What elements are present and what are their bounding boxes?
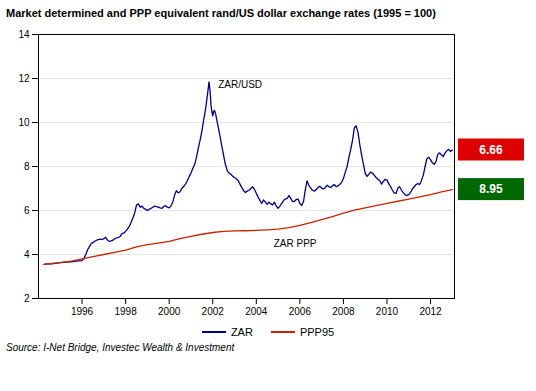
html-text:Market determined and PPP equi: Market determined and PPP equivalent ran… — [6, 7, 436, 19]
svg-text:2004: 2004 — [245, 306, 268, 317]
html-text:Source: I-Net Bridge, Investec: Source: I-Net Bridge, Investec Wealth & … — [6, 342, 235, 353]
svg-text:14: 14 — [18, 29, 30, 40]
svg-text:2010: 2010 — [376, 306, 399, 317]
svg-text:2000: 2000 — [158, 306, 181, 317]
svg-text:8: 8 — [24, 161, 30, 172]
svg-text:6.66: 6.66 — [479, 143, 503, 157]
svg-text:2008: 2008 — [332, 306, 355, 317]
svg-text:2012: 2012 — [419, 306, 442, 317]
svg-text:2: 2 — [24, 293, 30, 304]
svg-text:8.95: 8.95 — [479, 182, 503, 196]
svg-text:2002: 2002 — [202, 306, 225, 317]
svg-text:4: 4 — [24, 249, 30, 260]
html-text:ZAR: ZAR — [230, 326, 253, 338]
svg-text:ZAR/USD: ZAR/USD — [218, 79, 262, 90]
svg-text:6: 6 — [24, 205, 30, 216]
svg-text:12: 12 — [18, 73, 30, 84]
svg-text:10: 10 — [18, 117, 30, 128]
svg-text:1996: 1996 — [71, 306, 94, 317]
svg-text:2006: 2006 — [289, 306, 312, 317]
html-text:PPP95: PPP95 — [299, 326, 335, 338]
svg-text:ZAR PPP: ZAR PPP — [274, 238, 317, 249]
svg-text:1998: 1998 — [114, 306, 137, 317]
